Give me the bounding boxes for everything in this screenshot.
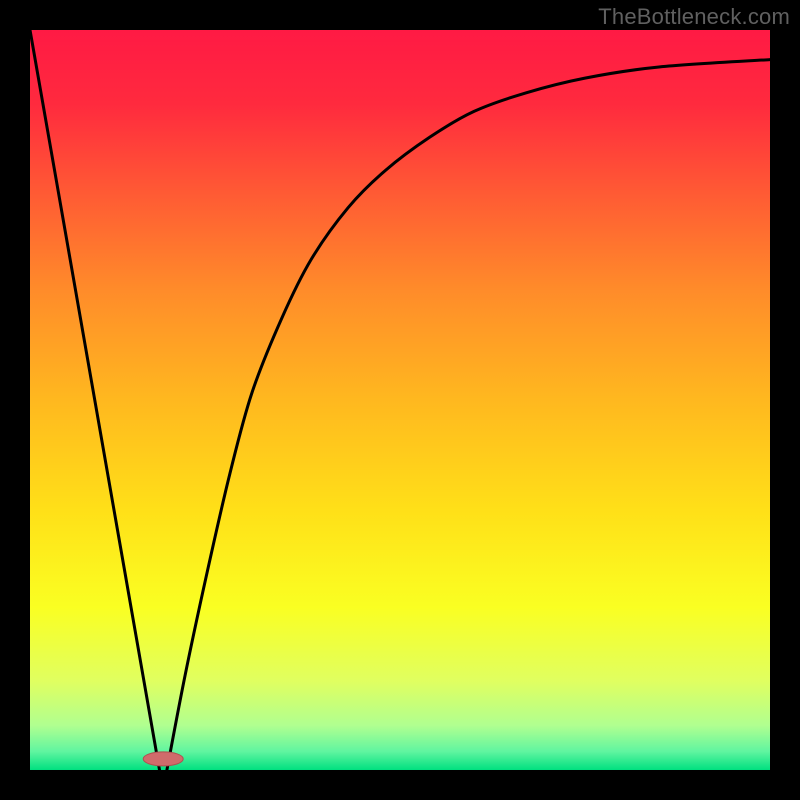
- bottleneck-chart: TheBottleneck.com: [0, 0, 800, 800]
- watermark-text: TheBottleneck.com: [598, 4, 790, 30]
- optimal-marker: [143, 752, 183, 766]
- chart-svg: [0, 0, 800, 800]
